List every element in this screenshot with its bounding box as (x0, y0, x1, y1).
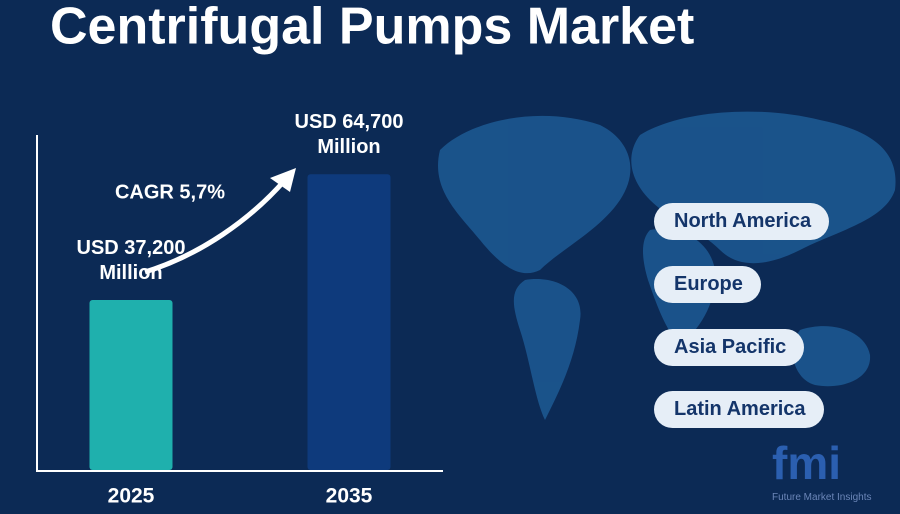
bar (307, 174, 391, 470)
cagr-annotation: CAGR 5,7% (115, 181, 225, 203)
region-label: North America (654, 203, 830, 240)
arrow-head (270, 168, 296, 192)
region-label: Europe (654, 266, 761, 303)
value-label: USD 64,700 Million (294, 111, 404, 159)
chart-title: Centrifugal Pumps Market (50, 0, 694, 56)
bar (89, 299, 173, 470)
logo-name: Future Market Insights (772, 492, 872, 503)
x-tick-label: 2025 (108, 485, 155, 508)
logo-mark: fmi (772, 437, 841, 489)
region-label: Latin America (654, 391, 824, 428)
x-tick-label: 2035 (326, 485, 373, 508)
region-label: Asia Pacific (654, 329, 805, 366)
growth-arrow (144, 178, 287, 275)
value-label: USD 37,200 Million (76, 236, 186, 284)
